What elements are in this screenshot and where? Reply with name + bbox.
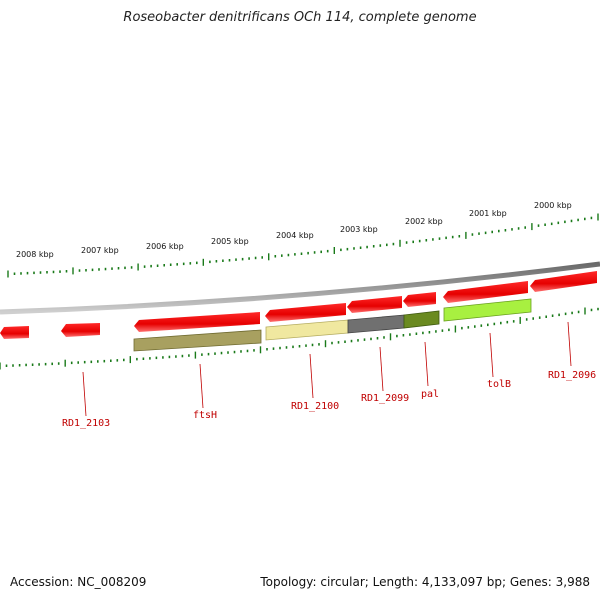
inner-ticks (0, 307, 599, 370)
leader-RD1_2099 (379, 346, 384, 392)
leader-tolB (489, 332, 494, 378)
scale-label-2005: 2005 kbp (211, 237, 249, 246)
gene-arrow-ftsH[interactable] (134, 312, 260, 332)
gene-label-RD1_2099[interactable]: RD1_2099 (361, 393, 409, 404)
leader-RD1_2103 (82, 371, 87, 417)
scale-label-2007: 2007 kbp (81, 246, 119, 255)
cog-bar-pal (403, 310, 440, 329)
gene-label-RD1_2100[interactable]: RD1_2100 (291, 401, 339, 412)
genome-title: Roseobacter denitrificans OCh 114, compl… (123, 10, 477, 25)
label-leaders (82, 321, 572, 417)
gene-arrow-RD1_2100[interactable] (265, 303, 346, 322)
cog-bar-RD1_2099 (347, 314, 405, 334)
gene-label-RD1_2096[interactable]: RD1_2096 (548, 370, 596, 381)
cog-bar-tolB (443, 298, 532, 322)
topology-text: Topology: circular; Length: 4,133,097 bp… (260, 575, 590, 589)
gene-label-pal[interactable]: pal (421, 389, 439, 400)
gene-track (0, 271, 597, 339)
gene-arrow-tolB[interactable] (443, 281, 528, 303)
gene-label-RD1_2103[interactable]: RD1_2103 (62, 418, 110, 429)
scale-label-2000: 2000 kbp (534, 201, 572, 210)
genome-backbone (0, 261, 600, 315)
gene-label-ftsH[interactable]: ftsH (193, 410, 217, 421)
accession-text: Accession: NC_008209 (10, 575, 147, 589)
cog-bar-RD1_2100 (265, 319, 349, 341)
scale-ring: 2008 kbp 2007 kbp 2006 kbp 2005 kbp 2004… (7, 201, 599, 278)
gene-arrow-RD1_2099[interactable] (347, 296, 402, 313)
leader-RD1_2100 (309, 353, 314, 399)
leader-pal (424, 341, 429, 387)
leader-ftsH (199, 363, 204, 409)
gene-labels: RD1_2103 ftsH RD1_2100 RD1_2099 pal tolB… (62, 370, 596, 429)
scale-label-2008: 2008 kbp (16, 250, 54, 259)
scale-labels: 2008 kbp 2007 kbp 2006 kbp 2005 kbp 2004… (16, 201, 572, 259)
gene-arrow-RD1_2096[interactable] (530, 271, 597, 292)
gene-label-tolB[interactable]: tolB (487, 379, 511, 390)
gene-arrow-g1[interactable] (0, 326, 29, 339)
scale-label-2006: 2006 kbp (146, 242, 184, 251)
cog-bar-ftsH (133, 329, 262, 352)
scale-ticks (7, 213, 599, 278)
gene-arrow-RD1_2103[interactable] (61, 323, 100, 337)
scale-label-2001: 2001 kbp (469, 209, 507, 218)
scale-label-2002: 2002 kbp (405, 217, 443, 226)
cog-track (133, 298, 532, 352)
scale-label-2003: 2003 kbp (340, 225, 378, 234)
gene-arrow-pal[interactable] (403, 292, 436, 307)
leader-RD1_2096 (567, 321, 572, 367)
scale-label-2004: 2004 kbp (276, 231, 314, 240)
